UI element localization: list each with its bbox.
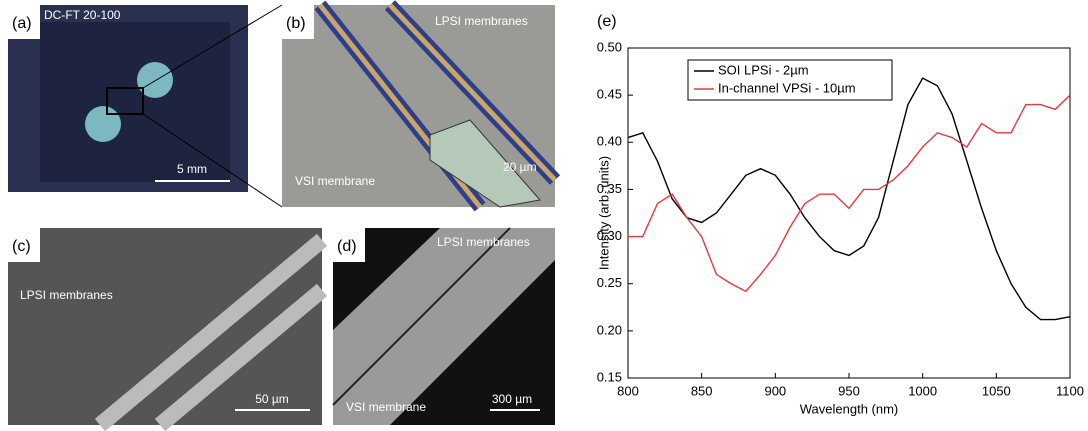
annotation: LPSI membranes bbox=[435, 14, 528, 28]
y-tick-label: 0.15 bbox=[597, 369, 622, 384]
annotation: LPSI membranes bbox=[20, 288, 113, 302]
panel-label: (b) bbox=[286, 15, 306, 32]
x-tick-label: 800 bbox=[617, 383, 639, 398]
well bbox=[85, 106, 121, 142]
y-tick-label: 0.20 bbox=[597, 322, 622, 337]
panel-label: (c) bbox=[12, 238, 31, 255]
x-tick-label: 900 bbox=[764, 383, 786, 398]
legend-label: In-channel VPSi - 10µm bbox=[718, 80, 856, 95]
x-tick-label: 1100 bbox=[1056, 383, 1084, 398]
annotation: VSI membrane bbox=[346, 400, 426, 414]
y-tick-label: 0.30 bbox=[597, 228, 622, 243]
annotation: 20 µm bbox=[503, 160, 537, 174]
x-tick-label: 1000 bbox=[908, 383, 937, 398]
y-tick-label: 0.35 bbox=[597, 181, 622, 196]
y-tick-label: 0.45 bbox=[597, 87, 622, 102]
panel-label: (d) bbox=[337, 238, 357, 255]
y-tick-label: 0.50 bbox=[597, 39, 622, 54]
x-tick-label: 850 bbox=[691, 383, 713, 398]
figure: DC-FT 20-100 5 mm (a) LPSI membranes 20 … bbox=[0, 0, 1088, 431]
annotation: 300 µm bbox=[492, 392, 532, 406]
x-tick-label: 1050 bbox=[982, 383, 1011, 398]
panel-label: (a) bbox=[12, 15, 32, 32]
panel-label: (e) bbox=[597, 13, 617, 30]
legend-label: SOI LPSi - 2µm bbox=[718, 62, 809, 77]
line-series bbox=[628, 78, 1070, 319]
annotation: 50 µm bbox=[255, 392, 289, 406]
x-tick-label: 950 bbox=[838, 383, 860, 398]
annotation: DC-FT 20-100 bbox=[44, 8, 121, 22]
y-tick-label: 0.40 bbox=[597, 134, 622, 149]
x-axis-label: Wavelength (nm) bbox=[800, 401, 899, 416]
y-tick-label: 0.25 bbox=[597, 275, 622, 290]
chip bbox=[40, 22, 230, 182]
line-series bbox=[628, 95, 1070, 291]
annotation: 5 mm bbox=[177, 162, 207, 176]
y-axis-label: Intensity (arb. units) bbox=[596, 156, 611, 270]
annotation: VSI membrane bbox=[295, 174, 375, 188]
annotation: LPSI membranes bbox=[437, 235, 530, 249]
